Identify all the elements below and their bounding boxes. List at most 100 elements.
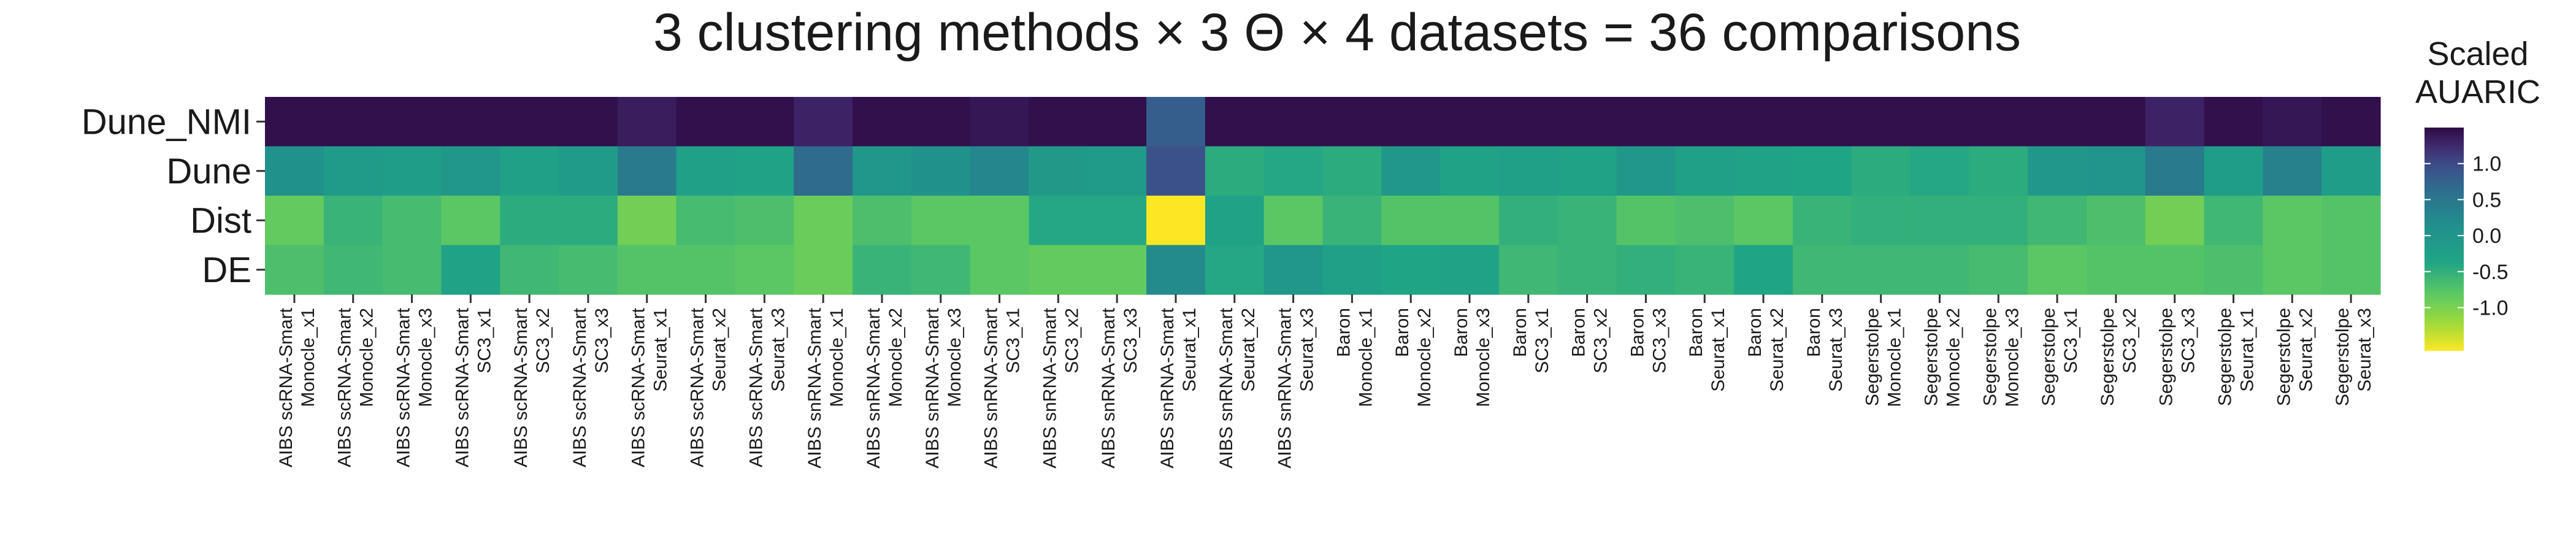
column-label: AIBS snRNA-Smart Monocle_x3 — [922, 307, 965, 468]
heatmap-cell — [617, 97, 677, 147]
heatmap-cell — [911, 146, 971, 196]
column-label: AIBS snRNA-Smart Seurat_x2 — [1216, 307, 1259, 468]
heatmap-cell — [1792, 245, 1852, 295]
column-label: Baron Monocle_x2 — [1392, 308, 1435, 407]
heatmap-cell — [1557, 196, 1617, 246]
heatmap-cell — [2028, 146, 2087, 196]
heatmap-cell — [559, 97, 618, 147]
heatmap-cell — [265, 245, 324, 295]
heatmap-cell — [1029, 245, 1088, 295]
heatmap-cell — [1146, 245, 1206, 295]
heatmap-cell — [1205, 146, 1265, 196]
heatmap-cell — [1734, 97, 1793, 147]
heatmap-cell — [265, 97, 324, 147]
heatmap-cell — [617, 196, 677, 246]
column-labels: AIBS scRNA-Smart Monocle_x1 AIBS scRNA-Sma… — [276, 294, 2375, 469]
heatmap-cell — [382, 196, 442, 246]
column-label: AIBS scRNA-Smart Monocle_x3 — [394, 307, 436, 467]
heatmap-cell — [559, 196, 618, 246]
heatmap-cell — [676, 97, 736, 147]
heatmap-cell — [1440, 97, 1500, 147]
heatmap-cell — [1792, 196, 1852, 246]
heatmap-cell — [1557, 146, 1617, 196]
heatmap-cell — [794, 146, 853, 196]
heatmap-cell — [1734, 245, 1793, 295]
heatmap-cell — [2321, 146, 2381, 196]
heatmap-cell — [1557, 245, 1617, 295]
heatmap-cell — [500, 245, 559, 295]
heatmap-cell — [559, 146, 618, 196]
heatmap-cell — [1498, 245, 1558, 295]
colorbar-title: AUARIC — [2415, 74, 2540, 110]
row-label: Dune_NMI — [82, 102, 251, 142]
heatmap-cell — [2263, 196, 2322, 246]
heatmap-cell — [1910, 146, 1969, 196]
colorbar-tick-label: -1.0 — [2472, 297, 2509, 320]
column-label: Baron Monocle_x1 — [1333, 308, 1376, 407]
heatmap-cell — [1087, 97, 1147, 147]
heatmap-cell — [441, 146, 500, 196]
heatmap-cell — [500, 97, 559, 147]
column-label: Segerstolpe Monocle_x3 — [1980, 308, 2022, 407]
heatmap-cell — [323, 146, 383, 196]
colorbar-tick-label: 1.0 — [2472, 153, 2501, 176]
heatmap-cell — [1146, 146, 1206, 196]
heatmap-cell — [1910, 97, 1969, 147]
column-label: Baron SC3_x3 — [1627, 308, 1669, 374]
colorbar-tick-label: -0.5 — [2472, 261, 2509, 284]
column-label: Segerstolpe SC3_x3 — [2156, 308, 2199, 406]
heatmap-cell — [1792, 97, 1852, 147]
heatmap-cells — [265, 97, 2381, 295]
heatmap-cell — [1910, 196, 1969, 246]
column-label: AIBS snRNA-Smart SC3_x2 — [1040, 307, 1082, 468]
heatmap-cell — [2321, 97, 2381, 147]
heatmap-cell — [441, 245, 500, 295]
heatmap-cell — [2028, 97, 2087, 147]
heatmap-cell — [676, 196, 736, 246]
column-label: Segerstolpe Monocle_x2 — [1921, 308, 1963, 407]
heatmap-cell — [1498, 196, 1558, 246]
heatmap-cell — [735, 196, 794, 246]
heatmap-cell — [1616, 196, 1676, 246]
heatmap-cell — [794, 196, 853, 246]
heatmap-cell — [1675, 196, 1735, 246]
heatmap-cell — [1851, 97, 1911, 147]
heatmap-cell — [2321, 196, 2381, 246]
heatmap-cell — [1087, 196, 1147, 246]
heatmap-cell — [617, 146, 677, 196]
heatmap-cell — [1029, 97, 1088, 147]
column-label: Baron Monocle_x3 — [1451, 308, 1493, 407]
column-label: AIBS scRNA-Smart SC3_x2 — [511, 307, 553, 467]
heatmap-cell — [323, 245, 383, 295]
column-label: AIBS scRNA-Smart Seurat_x3 — [746, 307, 788, 467]
column-label: Segerstolpe SC3_x1 — [2039, 308, 2081, 406]
column-label: AIBS scRNA-Smart Seurat_x2 — [688, 307, 730, 467]
heatmap-cell — [1910, 245, 1969, 295]
column-label: AIBS scRNA-Smart Seurat_x1 — [629, 307, 671, 467]
heatmap-cell — [1675, 146, 1735, 196]
heatmap-cell — [1498, 146, 1558, 196]
heatmap-cell — [1675, 97, 1735, 147]
row-labels: Dune_NMI Dune Dist DE — [82, 102, 265, 290]
heatmap-cell — [853, 146, 912, 196]
heatmap-cell — [1969, 196, 2028, 246]
heatmap-cell — [1734, 196, 1793, 246]
heatmap-cell — [2028, 196, 2087, 246]
heatmap-cell — [1616, 146, 1676, 196]
column-label: Segerstolpe Seurat_x1 — [2215, 308, 2257, 406]
heatmap-cell — [1734, 146, 1793, 196]
heatmap-cell — [1263, 196, 1324, 246]
column-label: AIBS snRNA-Smart Monocle_x1 — [805, 307, 847, 468]
heatmap-cell — [735, 245, 794, 295]
row-label: Dist — [190, 201, 251, 240]
column-label: AIBS scRNA-Smart Monocle_x1 — [276, 307, 318, 467]
heatmap-cell — [735, 97, 794, 147]
heatmap-cell — [794, 97, 853, 147]
heatmap-cell — [676, 146, 736, 196]
column-label: Baron Seurat_x2 — [1745, 308, 1787, 392]
heatmap-cell — [2086, 196, 2146, 246]
column-label: Baron Seurat_x1 — [1686, 308, 1728, 392]
column-label: Baron SC3_x2 — [1569, 308, 1611, 374]
heatmap-cell — [1616, 245, 1676, 295]
